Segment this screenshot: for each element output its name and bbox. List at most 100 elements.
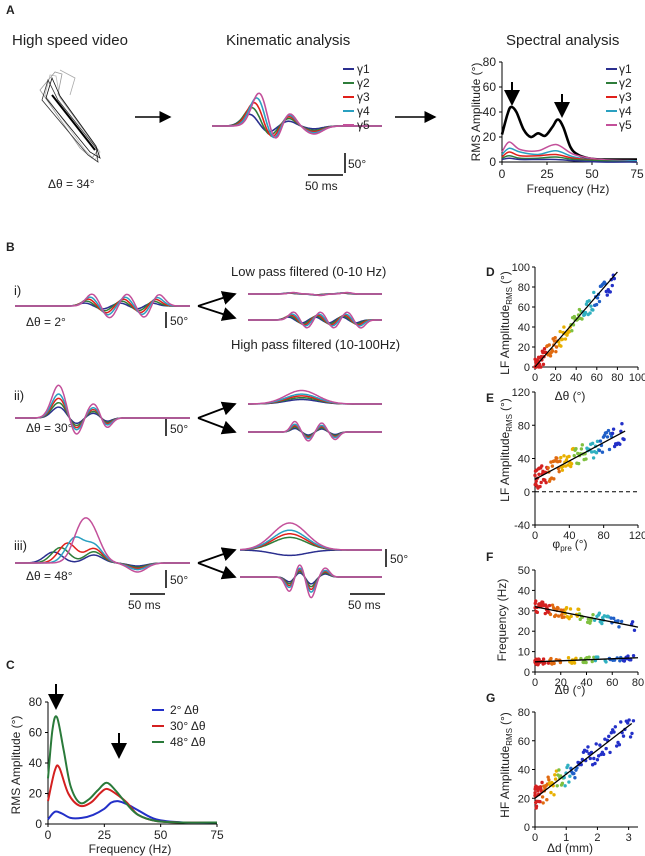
panel-g-point: [614, 744, 619, 748]
panel-f-x-tick-label: 80: [632, 677, 644, 689]
panel-f-x-axis-label: Δθ (°): [555, 683, 586, 697]
panel-d-point: [558, 329, 562, 334]
panel-d-x-tick-label: 40: [570, 372, 582, 384]
panel-d-x-tick-label: 100: [629, 372, 645, 384]
panel-d-fit-line: [534, 271, 618, 368]
title-high-speed-video: High speed video: [12, 32, 128, 49]
panel-e-point: [546, 466, 550, 470]
panel-c-y-tick-label: 20: [29, 787, 43, 801]
panel-g-point: [553, 773, 557, 777]
panel-e-point: [580, 443, 585, 447]
panel-f-point: [592, 618, 597, 622]
panel-e-point: [544, 480, 548, 485]
row-iii-high-trace-g4: [240, 567, 382, 593]
panel-d-point: [595, 296, 600, 300]
panel-e-y-axis-label: LF AmplitudeRMS (°): [498, 398, 514, 502]
panel-f-point: [629, 658, 633, 662]
panel-c-y-axis-label: RMS Amplitude (°): [9, 716, 23, 815]
panel-e-point: [620, 422, 624, 426]
filtered-time-scale-label: 50 ms: [348, 598, 381, 612]
panel-e-point: [562, 454, 566, 458]
panel-e-point: [569, 461, 574, 466]
panel-d-point: [539, 365, 543, 369]
panel-f-point: [600, 621, 604, 626]
panel-g-point: [585, 749, 589, 753]
panel-f-point: [556, 606, 560, 610]
spectral-y-tick-label: 80: [483, 55, 497, 69]
panel-c-x-tick-label: 75: [210, 828, 224, 842]
panel-f-y-tick-label: 10: [518, 647, 530, 659]
row-iii-delta: Δθ = 48°: [26, 569, 73, 583]
panel-e-point: [555, 456, 559, 460]
panel-c-letter: C: [6, 658, 15, 672]
split-arrow-i-down: [197, 305, 237, 321]
panel-e-y-tick-label: -40: [514, 520, 530, 532]
panel-d-x-tick-label: 20: [549, 372, 561, 384]
panel-e-point: [569, 464, 573, 469]
panel-f-point: [543, 661, 547, 665]
panel-g-fit-line: [534, 722, 633, 799]
legend-label-s2: γ2: [619, 76, 632, 90]
panel-d-ylabel-main: LF Amplitude: [498, 304, 512, 374]
legend-label-30deg: 30° Δθ: [170, 719, 206, 733]
panel-f-point: [626, 654, 630, 658]
panel-e-y-tick-label: 40: [518, 454, 530, 466]
panel-e-point: [579, 447, 584, 451]
panel-e-point: [597, 448, 602, 453]
panel-g-y-tick-label: 60: [518, 736, 530, 748]
panel-d-point: [554, 345, 559, 349]
panel-e-y-tick-label: 120: [512, 387, 530, 399]
panel-f-point: [611, 616, 616, 621]
panel-f-fit-line: [534, 606, 639, 628]
panel-e-xlabel-main: φ: [552, 537, 560, 551]
panel-d-point: [588, 311, 592, 315]
panel-d-letter: D: [486, 265, 495, 279]
row-iii-label: iii): [14, 538, 27, 553]
panel-g-point: [545, 798, 549, 802]
legend-spectral: γ1 γ2 γ3 γ4 γ5: [606, 62, 632, 132]
panel-e-x-tick-label: 0: [532, 530, 538, 542]
panel-e-point: [594, 450, 599, 455]
panel-d-x-axis-label: Δθ (°): [555, 389, 586, 403]
panel-e-point: [606, 428, 611, 433]
panel-f-point: [609, 616, 613, 620]
spectral-curve-γ2: [501, 155, 638, 163]
row-i-delta: Δθ = 2°: [26, 315, 66, 329]
panel-d-x-tick-label: 0: [532, 372, 538, 384]
kinematic-traces: [212, 92, 382, 139]
panel-e-y-tick-label: 80: [518, 420, 530, 432]
panel-g-point: [593, 761, 597, 766]
panel-a-letter: A: [6, 3, 15, 17]
panel-g-y-axis-label: HF AmplitudeRMS (°): [498, 712, 514, 818]
title-spectral-analysis: Spectral analysis: [506, 32, 619, 49]
panel-f-x-tick-label: 40: [580, 677, 592, 689]
panel-g-y-tick-label: 0: [524, 822, 530, 834]
panel-d-point: [541, 362, 546, 367]
panel-f-point: [549, 656, 553, 661]
panel-c-y-tick-label: 0: [35, 817, 42, 831]
panel-c-x-tick-label: 0: [45, 828, 52, 842]
row-i-high-trace-g5: [247, 311, 382, 329]
panel-g-point: [596, 754, 601, 758]
panel-c-y-tick-label: 40: [29, 756, 43, 770]
row-iii-raw-trace-g5: [14, 517, 190, 573]
panel-d-point: [550, 349, 555, 353]
row-ii-scale-label: 50°: [170, 422, 188, 436]
panel-g-point: [609, 731, 614, 735]
spectral-x-tick-label: 25: [540, 167, 554, 181]
panel-f-point: [572, 661, 577, 665]
panel-e-ylabel-sub: RMS: [505, 414, 514, 432]
row-i-scale-label: 50°: [170, 314, 188, 328]
panel-g-x-tick-label: 3: [626, 832, 632, 844]
panel-f-point: [591, 612, 595, 617]
panel-g-point: [612, 730, 616, 734]
panel-f-point: [535, 610, 540, 615]
panel-g-point: [553, 777, 558, 781]
panel-e-point: [557, 469, 561, 474]
panel-c-curves: [47, 715, 218, 824]
panel-g-point: [563, 784, 567, 788]
panel-g-ylabel-main: HF Amplitude: [498, 745, 512, 817]
panel-b-letter: B: [6, 240, 15, 254]
panel-d-point: [583, 310, 588, 315]
